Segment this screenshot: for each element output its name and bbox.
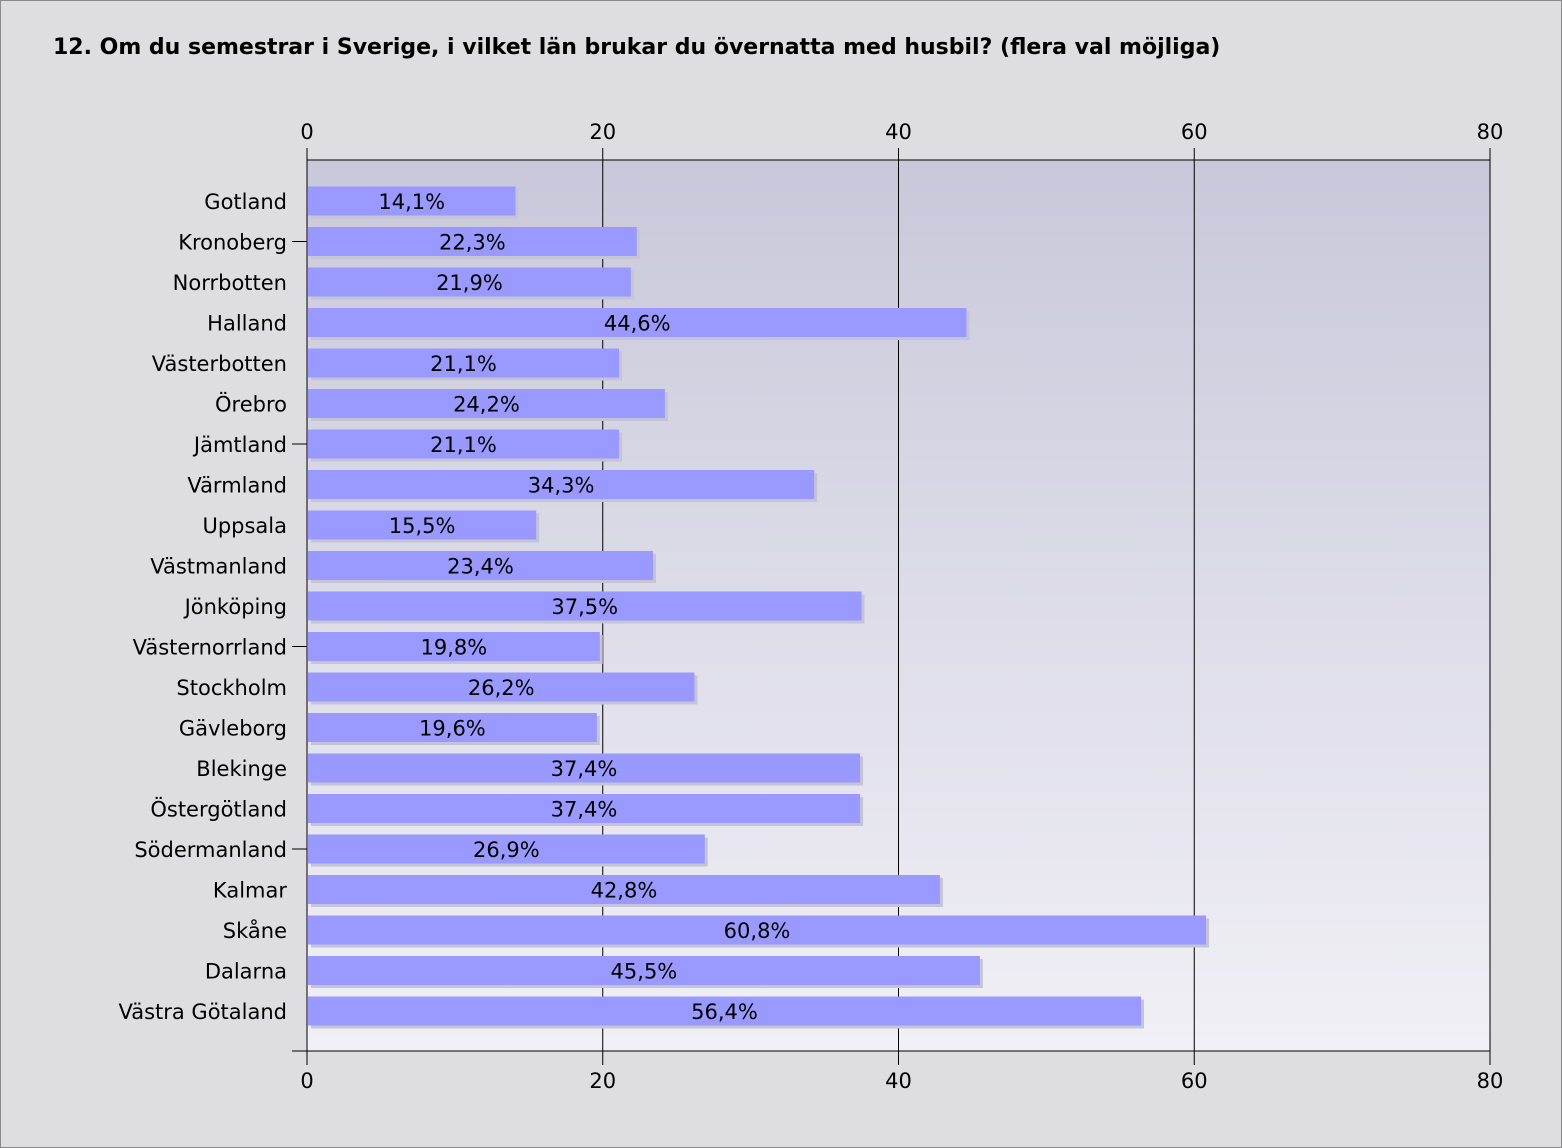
bar-value-label: 14,1% (378, 190, 445, 214)
bar (308, 956, 980, 985)
category-label: Blekinge (196, 757, 287, 781)
category-label: Stockholm (176, 676, 287, 700)
bar-value-label: 23,4% (447, 555, 514, 579)
bar (308, 470, 815, 499)
bar (308, 996, 1142, 1026)
bar (308, 227, 637, 256)
category-label: Gotland (204, 190, 287, 214)
category-label: Gävleborg (179, 717, 287, 741)
category-label: Västernorrland (133, 636, 287, 660)
bar-value-label: 37,4% (551, 798, 618, 822)
bar-value-label: 34,3% (528, 474, 595, 498)
bar-value-label: 26,9% (473, 838, 540, 862)
bar (308, 308, 967, 337)
category-labels: Gotland Kronoberg Norrbotten Halland Västerb… (118, 190, 287, 1024)
bottom-tick-label: 80 (1477, 1069, 1504, 1093)
chart-title: 12. Om du semestrar i Sverige, i vilket … (53, 35, 1221, 60)
bar-value-label: 60,8% (724, 919, 791, 943)
bar (308, 510, 537, 540)
bottom-tick-label: 40 (885, 1069, 912, 1093)
category-label: Norrbotten (173, 271, 287, 295)
bar (308, 267, 631, 297)
bar-value-label: 26,2% (468, 676, 535, 700)
bar-value-label: 45,5% (611, 960, 678, 984)
top-tick-label: 60 (1181, 120, 1208, 144)
category-label: Uppsala (202, 514, 287, 538)
bar-value-label: 21,9% (436, 271, 503, 295)
category-label: Västerbotten (152, 352, 287, 376)
bar (308, 429, 620, 459)
bar-value-label: 37,5% (551, 595, 618, 619)
category-label: Kronoberg (178, 231, 287, 255)
bottom-tick-label: 20 (589, 1069, 616, 1093)
bars-group: 14,1% 22,3% 21,9% 44,6% 21,1% 24,2% 21,1% 34,3%… (308, 186, 1210, 1029)
category-label: Skåne (223, 918, 287, 943)
bar (308, 794, 861, 823)
bar-value-label: 19,6% (419, 717, 486, 741)
category-label: Kalmar (213, 879, 287, 903)
bar-value-label: 56,4% (691, 1000, 758, 1024)
bar (308, 834, 705, 864)
bar (308, 348, 620, 378)
top-tick-label: 20 (589, 120, 616, 144)
bar (308, 753, 861, 783)
bar-value-label: 44,6% (604, 312, 671, 336)
bar (308, 875, 940, 904)
top-tick-label: 0 (300, 120, 313, 144)
category-label: Västra Götaland (118, 1000, 287, 1024)
category-label: Jönköping (183, 595, 287, 619)
bar-value-label: 15,5% (389, 514, 456, 538)
axes-group (292, 148, 1491, 1065)
bar-value-label: 42,8% (591, 879, 658, 903)
bar (308, 551, 654, 580)
category-label: Dalarna (205, 960, 287, 984)
bar-value-label: 37,4% (551, 757, 618, 781)
category-label: Västmanland (150, 555, 287, 579)
category-label: Värmland (187, 474, 287, 498)
bar (308, 591, 862, 621)
bar (308, 713, 597, 742)
bar-value-label: 21,1% (430, 352, 497, 376)
bottom-tick-label: 60 (1181, 1069, 1208, 1093)
category-label: Halland (207, 312, 287, 336)
bar (308, 389, 665, 418)
bar-value-label: 24,2% (453, 393, 520, 417)
bar (308, 186, 516, 216)
bar-value-label: 19,8% (421, 636, 488, 660)
category-label: Örebro (215, 392, 287, 417)
bar (308, 632, 600, 661)
category-label: Jämtland (192, 433, 287, 457)
top-tick-label: 80 (1477, 120, 1504, 144)
bottom-tick-label: 0 (300, 1069, 313, 1093)
tick-labels: 0 0 20 20 40 40 60 60 80 80 (300, 120, 1503, 1093)
bar (308, 672, 695, 702)
top-tick-label: 40 (885, 120, 912, 144)
category-label: Östergötland (150, 797, 287, 822)
bar (308, 915, 1207, 945)
category-label: Södermanland (134, 838, 287, 862)
bar-value-label: 21,1% (430, 433, 497, 457)
bar-value-label: 22,3% (439, 231, 506, 255)
